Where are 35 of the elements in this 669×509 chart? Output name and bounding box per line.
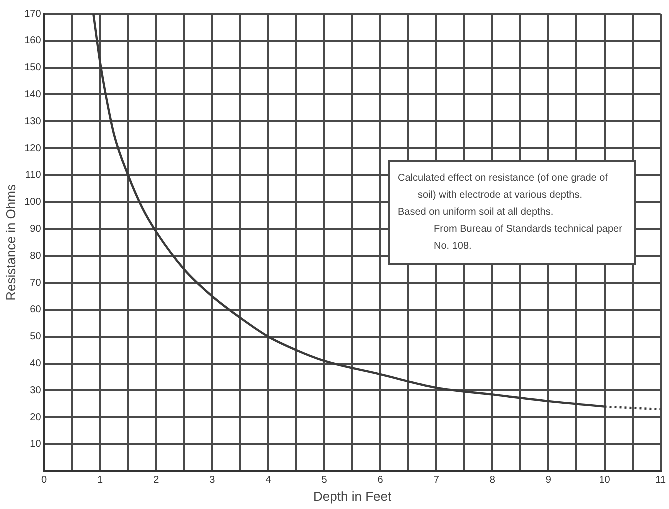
annotation: Based on uniform soil at all depths. bbox=[398, 206, 555, 220]
y-tick-label: 20 bbox=[30, 412, 42, 424]
x-tick-label: 9 bbox=[546, 475, 552, 486]
y-tick-label: 170 bbox=[24, 8, 42, 20]
y-tick-label: 140 bbox=[24, 89, 42, 100]
y-tick-label: 90 bbox=[30, 224, 42, 235]
y-tick-label: 40 bbox=[30, 358, 42, 370]
y-tick-label: 70 bbox=[30, 278, 42, 289]
note-box: Calculated effect on resistance (of one grade of soil) with electrode at various depths. Based on uniform soil at all depths. From Bureau of Standards technical paper No. 108. bbox=[388, 160, 636, 265]
y-tick-label: 120 bbox=[24, 143, 42, 154]
x-axis-title: Depth in Feet bbox=[314, 488, 392, 504]
annotation: Calculated effect on resistance (of one grade of soil) with electrode at various depths. bbox=[398, 172, 609, 203]
y-tick-label: 30 bbox=[30, 385, 42, 396]
x-tick-label: 2 bbox=[154, 475, 160, 486]
y-tick-label: 80 bbox=[30, 250, 42, 262]
y-tick-label: 100 bbox=[24, 197, 42, 208]
x-tick-label: 5 bbox=[322, 475, 328, 486]
y-axis-title: Resistance in Ohms bbox=[3, 184, 18, 301]
y-tick-label: 60 bbox=[30, 304, 42, 316]
y-tick-label: 150 bbox=[24, 62, 42, 74]
y-tick-label: 160 bbox=[24, 36, 42, 47]
x-tick-label: 7 bbox=[434, 475, 440, 486]
annotation: From Bureau of Standards technical paper No. 108. bbox=[433, 223, 624, 254]
x-tick-label: 0 bbox=[42, 475, 48, 486]
x-tick-label: 1 bbox=[98, 475, 104, 486]
x-tick-label: 8 bbox=[490, 475, 496, 486]
y-tick-label: 130 bbox=[24, 116, 42, 128]
x-tick-label: 3 bbox=[210, 475, 216, 486]
y-tick-label: 110 bbox=[25, 170, 42, 182]
x-tick-label: 11 bbox=[656, 475, 666, 486]
y-tick-label: 10 bbox=[30, 439, 42, 450]
x-tick-label: 10 bbox=[599, 475, 611, 486]
x-tick-label: 4 bbox=[266, 475, 272, 486]
x-tick-label: 6 bbox=[378, 475, 384, 486]
y-tick-label: 50 bbox=[30, 332, 42, 343]
